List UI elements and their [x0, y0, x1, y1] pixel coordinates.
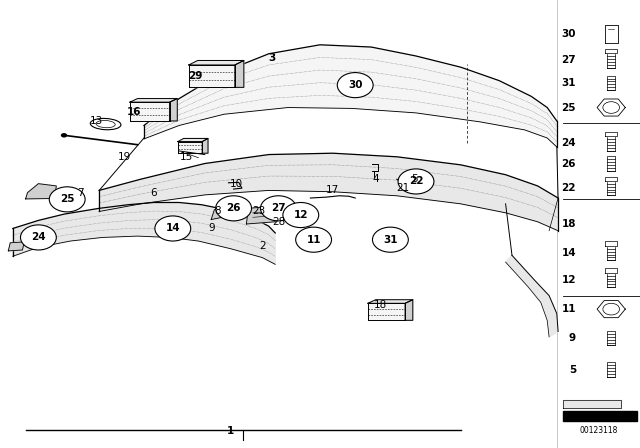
Text: 12: 12 [561, 275, 576, 285]
Circle shape [283, 202, 319, 228]
Circle shape [372, 227, 408, 252]
Circle shape [49, 187, 85, 212]
Polygon shape [178, 142, 202, 153]
Polygon shape [170, 99, 177, 121]
Polygon shape [189, 65, 235, 87]
Polygon shape [605, 177, 618, 181]
Polygon shape [597, 99, 625, 116]
Text: 31: 31 [383, 235, 397, 245]
Ellipse shape [90, 118, 121, 130]
Text: 27: 27 [271, 203, 285, 213]
Polygon shape [189, 60, 244, 65]
Polygon shape [405, 300, 413, 320]
Text: 9: 9 [208, 224, 214, 233]
Text: 00123118: 00123118 [579, 426, 618, 435]
Polygon shape [130, 102, 170, 121]
Polygon shape [202, 138, 208, 153]
Text: 23: 23 [253, 206, 266, 215]
Text: 1: 1 [227, 426, 234, 436]
Text: 14: 14 [166, 224, 180, 233]
Polygon shape [211, 206, 234, 220]
Polygon shape [144, 45, 557, 147]
Polygon shape [605, 25, 618, 43]
Text: 2: 2 [259, 241, 266, 251]
Circle shape [260, 196, 296, 221]
Text: 8: 8 [214, 206, 221, 215]
Polygon shape [506, 255, 558, 337]
Text: 22: 22 [409, 177, 423, 186]
Text: 12: 12 [294, 210, 308, 220]
Polygon shape [13, 202, 275, 264]
Text: 31: 31 [561, 78, 576, 88]
Text: 7: 7 [77, 188, 83, 198]
Circle shape [337, 73, 373, 98]
Polygon shape [563, 411, 637, 421]
Text: 11: 11 [561, 304, 576, 314]
Text: 26: 26 [561, 159, 576, 168]
Polygon shape [26, 184, 56, 199]
Text: 4: 4 [372, 174, 379, 184]
Text: 25: 25 [60, 194, 74, 204]
Polygon shape [605, 49, 618, 53]
Text: 5: 5 [569, 365, 576, 375]
Text: 17: 17 [326, 185, 339, 195]
Text: 18: 18 [561, 219, 576, 229]
Polygon shape [605, 132, 618, 136]
Polygon shape [246, 206, 276, 224]
Polygon shape [8, 242, 24, 251]
Circle shape [216, 196, 252, 221]
Text: 6: 6 [150, 188, 157, 198]
Text: 21: 21 [397, 183, 410, 193]
Text: 30: 30 [348, 80, 362, 90]
Polygon shape [368, 303, 405, 320]
Text: 9: 9 [569, 333, 576, 343]
Polygon shape [235, 60, 244, 87]
Text: 14: 14 [561, 248, 576, 258]
Text: 10: 10 [230, 179, 243, 189]
Polygon shape [368, 300, 413, 303]
Circle shape [61, 133, 67, 138]
Text: 3: 3 [268, 53, 276, 63]
Text: 30: 30 [561, 29, 576, 39]
Text: 16: 16 [127, 107, 141, 117]
Text: 13: 13 [90, 116, 102, 126]
Polygon shape [605, 268, 618, 273]
Text: 27: 27 [561, 56, 576, 65]
Polygon shape [563, 400, 621, 408]
Circle shape [20, 225, 56, 250]
Polygon shape [605, 241, 618, 246]
Text: 5: 5 [412, 174, 418, 184]
Text: 29: 29 [188, 71, 202, 81]
Text: 11: 11 [307, 235, 321, 245]
Polygon shape [178, 138, 208, 142]
Text: 22: 22 [561, 183, 576, 193]
Text: 18: 18 [374, 300, 387, 310]
Text: 24: 24 [561, 138, 576, 148]
Polygon shape [99, 153, 558, 231]
Polygon shape [597, 301, 625, 318]
Polygon shape [130, 99, 177, 102]
Text: 19: 19 [118, 152, 131, 162]
Text: 24: 24 [31, 233, 45, 242]
Text: 28: 28 [272, 217, 285, 227]
Text: 26: 26 [227, 203, 241, 213]
Text: 15: 15 [180, 152, 193, 162]
Text: 25: 25 [561, 103, 576, 112]
Circle shape [296, 227, 332, 252]
Circle shape [155, 216, 191, 241]
Circle shape [398, 169, 434, 194]
